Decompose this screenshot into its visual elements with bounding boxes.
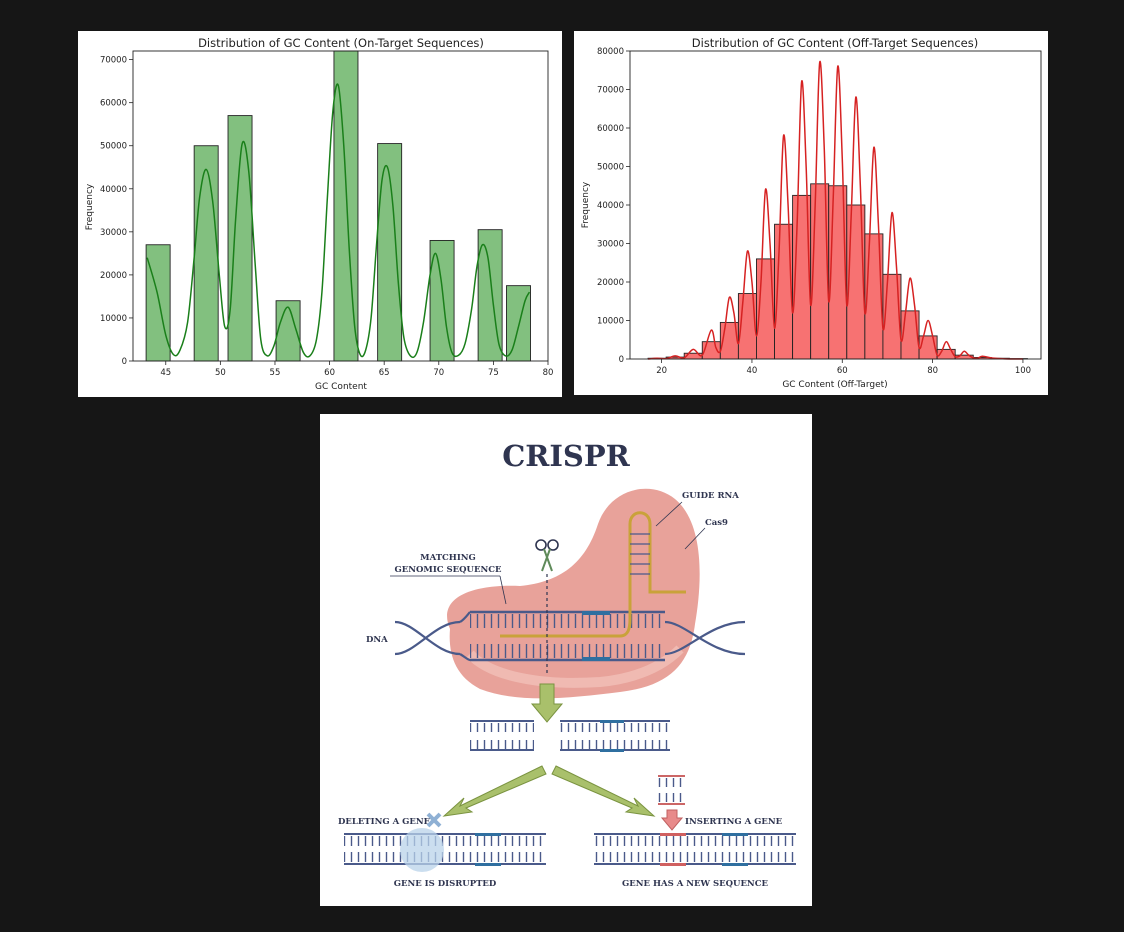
guide-rna-label: GUIDE RNA <box>682 491 739 501</box>
x-tick-label: 80 <box>927 366 938 376</box>
inserting-gene-label: INSERTING A GENE <box>685 817 783 827</box>
new-sequence-label: GENE HAS A NEW SEQUENCE <box>622 879 768 889</box>
y-tick-label: 80000 <box>597 47 624 57</box>
x-tick-label: 50 <box>215 368 226 378</box>
gene-disrupted-label: GENE IS DISRUPTED <box>394 879 497 889</box>
x-tick-label: 65 <box>379 368 390 378</box>
y-tick-label: 60000 <box>100 99 127 109</box>
kde-curve <box>647 60 1023 360</box>
scissors-icon <box>535 539 559 572</box>
insert-fragment <box>658 775 685 831</box>
new-sequence-dna <box>594 833 796 866</box>
histogram-bar <box>333 50 359 362</box>
x-axis-label: GC Content (Off-Target) <box>782 380 887 390</box>
cut-dna-fragments <box>470 720 670 752</box>
y-tick-label: 0 <box>122 357 127 367</box>
dna-helix <box>394 610 746 662</box>
x-axis-label: GC Content <box>315 382 367 392</box>
disrupted-dna <box>344 828 546 872</box>
crispr-diagram: CRISPR <box>338 439 796 889</box>
x-tick-label: 20 <box>656 366 667 376</box>
down-arrow-icon <box>530 683 564 723</box>
chart-title: Distribution of GC Content (Off-Target S… <box>692 36 978 50</box>
crispr-title: CRISPR <box>502 439 630 473</box>
on-target-histogram: Distribution of GC Content (On-Target Se… <box>85 36 554 392</box>
delete-x-icon <box>426 812 442 828</box>
x-tick-label: 70 <box>433 368 444 378</box>
matching-label-line2: GENOMIC SEQUENCE <box>395 565 502 575</box>
y-tick-label: 50000 <box>597 163 624 173</box>
guide-rna <box>500 511 686 638</box>
chart-title: Distribution of GC Content (On-Target Se… <box>198 36 484 50</box>
y-tick-label: 70000 <box>597 86 624 96</box>
y-tick-label: 10000 <box>100 314 127 324</box>
y-tick-label: 30000 <box>597 240 624 250</box>
y-tick-label: 0 <box>619 355 624 365</box>
off-target-histogram: Distribution of GC Content (Off-Target S… <box>581 36 1042 390</box>
y-tick-label: 60000 <box>597 124 624 134</box>
y-axis-label: Frequency <box>581 181 591 228</box>
plot-frame <box>132 50 549 362</box>
y-tick-label: 50000 <box>100 142 127 152</box>
x-tick-label: 40 <box>747 366 758 376</box>
histogram-bar <box>193 145 219 362</box>
y-tick-label: 40000 <box>597 201 624 211</box>
y-tick-label: 20000 <box>100 271 127 281</box>
deleting-gene-label: DELETING A GENE <box>338 817 431 827</box>
matching-label-line1: MATCHING <box>420 553 476 563</box>
y-tick-label: 70000 <box>100 56 127 66</box>
y-tick-label: 30000 <box>100 228 127 238</box>
y-tick-label: 40000 <box>100 185 127 195</box>
crispr-infographic: CRISPR <box>320 414 812 906</box>
x-tick-label: 60 <box>837 366 848 376</box>
x-tick-label: 55 <box>270 368 281 378</box>
x-tick-label: 45 <box>160 368 171 378</box>
histogram-bar <box>429 239 455 362</box>
cas9-label: Cas9 <box>705 518 728 528</box>
dna-label: DNA <box>366 635 388 645</box>
x-tick-label: 75 <box>488 368 499 378</box>
histogram-bar <box>145 244 171 362</box>
y-tick-label: 10000 <box>597 317 624 327</box>
histogram-bar <box>227 115 253 362</box>
kde-curve <box>146 83 531 359</box>
x-tick-label: 80 <box>543 368 554 378</box>
on-target-chart-panel: Distribution of GC Content (On-Target Se… <box>78 31 562 397</box>
y-axis-label: Frequency <box>85 183 95 230</box>
x-tick-label: 100 <box>1015 366 1031 376</box>
y-tick-label: 20000 <box>597 278 624 288</box>
off-target-chart-panel: Distribution of GC Content (Off-Target S… <box>574 31 1048 395</box>
x-tick-label: 60 <box>324 368 335 378</box>
